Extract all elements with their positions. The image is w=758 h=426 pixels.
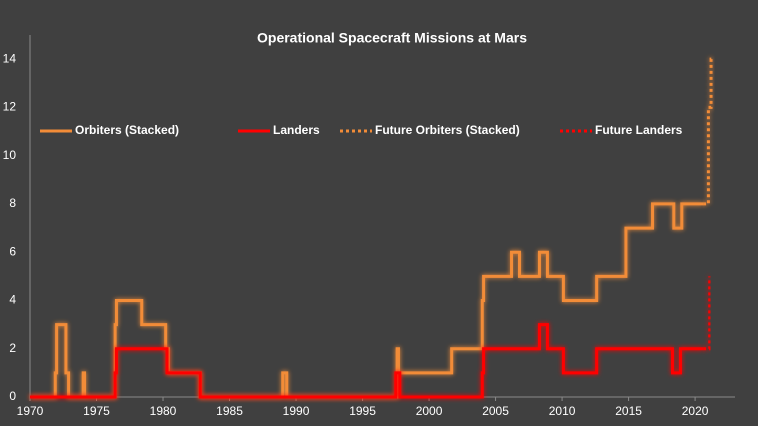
- x-tick-label: 2015: [615, 404, 642, 418]
- legend-label: Orbiters (Stacked): [75, 123, 179, 137]
- series-line: [703, 57, 714, 206]
- x-tick-label: 1995: [349, 404, 376, 418]
- series-line: [30, 202, 704, 399]
- legend-label: Landers: [273, 123, 320, 137]
- legend-label: Future Landers: [595, 123, 683, 137]
- y-tick-label: 2: [9, 341, 16, 355]
- y-tick-label: 8: [9, 196, 16, 210]
- y-tick-label: 10: [3, 148, 17, 162]
- y-tick-label: 14: [3, 51, 17, 65]
- legend-label: Future Orbiters (Stacked): [375, 123, 520, 137]
- x-tick-label: 1970: [17, 404, 44, 418]
- chart-title: Operational Spacecraft Missions at Mars: [257, 30, 527, 46]
- series-line: [703, 276, 712, 351]
- x-tick-label: 2010: [549, 404, 576, 418]
- y-tick-label: 12: [3, 100, 17, 114]
- x-tick-label: 2020: [682, 404, 709, 418]
- x-tick-label: 2000: [416, 404, 443, 418]
- x-tick-label: 1985: [216, 404, 243, 418]
- x-tick-label: 1980: [150, 404, 177, 418]
- x-tick-label: 2005: [482, 404, 509, 418]
- y-tick-label: 0: [9, 389, 16, 403]
- x-tick-label: 1990: [283, 404, 310, 418]
- y-tick-label: 4: [9, 293, 16, 307]
- series-line: [30, 323, 704, 399]
- x-tick-label: 1975: [83, 404, 110, 418]
- y-tick-label: 6: [9, 244, 16, 258]
